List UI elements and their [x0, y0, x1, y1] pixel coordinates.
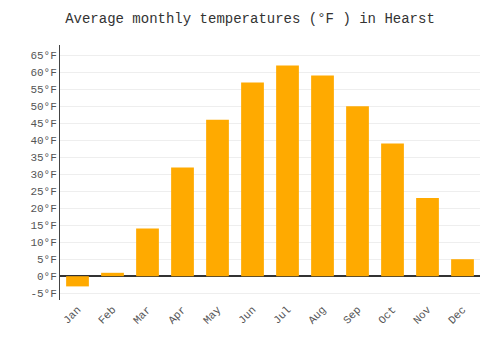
svg-text:50°F: 50°F — [30, 101, 56, 113]
svg-text:Apr: Apr — [166, 304, 188, 326]
svg-text:10°F: 10°F — [30, 237, 56, 249]
svg-text:Feb: Feb — [96, 304, 118, 326]
svg-text:Jun: Jun — [236, 304, 258, 326]
svg-text:55°F: 55°F — [30, 84, 56, 96]
svg-text:5°F: 5°F — [37, 254, 57, 266]
svg-text:Sep: Sep — [341, 304, 363, 326]
svg-text:Mar: Mar — [131, 304, 153, 326]
svg-text:Aug: Aug — [306, 304, 328, 326]
svg-text:15°F: 15°F — [30, 220, 56, 232]
svg-text:65°F: 65°F — [30, 50, 56, 62]
svg-text:May: May — [201, 304, 224, 327]
svg-text:-5°F: -5°F — [30, 288, 56, 300]
svg-text:0°F: 0°F — [37, 271, 57, 283]
svg-text:20°F: 20°F — [30, 203, 56, 215]
svg-text:Dec: Dec — [446, 304, 468, 326]
svg-text:Average monthly temperatures (: Average monthly temperatures (°F ) in He… — [65, 11, 435, 27]
svg-text:Nov: Nov — [411, 304, 434, 327]
svg-text:Oct: Oct — [376, 304, 398, 326]
svg-text:60°F: 60°F — [30, 67, 56, 79]
svg-text:25°F: 25°F — [30, 186, 56, 198]
svg-text:40°F: 40°F — [30, 135, 56, 147]
svg-text:Jul: Jul — [271, 304, 293, 326]
svg-text:Jan: Jan — [61, 304, 83, 326]
svg-text:30°F: 30°F — [30, 169, 56, 181]
svg-text:35°F: 35°F — [30, 152, 56, 164]
svg-text:45°F: 45°F — [30, 118, 56, 130]
